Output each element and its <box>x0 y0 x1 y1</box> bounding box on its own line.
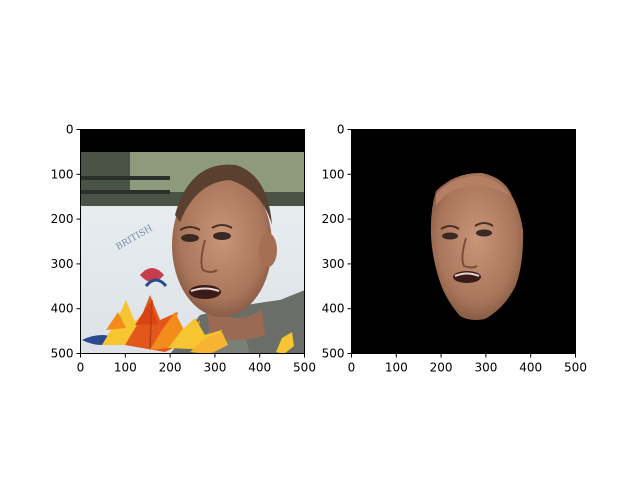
y-tick-label-left: 100 <box>51 167 74 181</box>
mask-image <box>351 129 576 354</box>
x-axis-ticks-left: 0 100 200 300 400 500 <box>77 353 316 375</box>
x-tick-label-right: 500 <box>564 361 587 375</box>
plot-frame-left <box>80 129 305 354</box>
y-tick-label-right: 100 <box>322 167 345 181</box>
y-tick-label-left: 400 <box>51 302 74 316</box>
y-tick-label-left: 500 <box>51 347 74 361</box>
photo-image: BRITISH <box>80 129 305 354</box>
x-tick-label-right: 300 <box>474 361 497 375</box>
x-tick-label-left: 400 <box>248 361 271 375</box>
x-tick-label-left: 200 <box>159 361 182 375</box>
x-tick-label-right: 0 <box>348 361 356 375</box>
x-tick-label-left: 300 <box>203 361 226 375</box>
x-tick-label-right: 100 <box>385 361 408 375</box>
leaves-overlay <box>102 295 294 354</box>
panel-mask: 0 100 200 300 400 500 0 100 200 300 400 500 <box>322 123 587 375</box>
y-tick-label-right: 0 <box>337 123 345 137</box>
y-axis-ticks-right: 0 100 200 300 400 500 <box>322 123 352 361</box>
y-axis-ticks-left: 0 100 200 300 400 500 <box>51 123 81 361</box>
y-tick-label-left: 300 <box>51 257 74 271</box>
x-tick-label-left: 500 <box>293 361 316 375</box>
plot-frame-right <box>351 129 576 354</box>
panel-photo: BRITISH <box>51 123 316 375</box>
x-tick-label-left: 0 <box>77 361 85 375</box>
y-tick-label-left: 200 <box>51 212 74 226</box>
x-axis-ticks-right: 0 100 200 300 400 500 <box>348 353 587 375</box>
y-tick-label-right: 400 <box>322 302 345 316</box>
x-tick-label-left: 100 <box>114 361 137 375</box>
y-tick-label-right: 500 <box>322 347 345 361</box>
x-tick-label-right: 200 <box>430 361 453 375</box>
y-tick-label-right: 200 <box>322 212 345 226</box>
y-tick-label-right: 300 <box>322 257 345 271</box>
x-tick-label-right: 400 <box>519 361 542 375</box>
y-tick-label-left: 0 <box>66 123 74 137</box>
